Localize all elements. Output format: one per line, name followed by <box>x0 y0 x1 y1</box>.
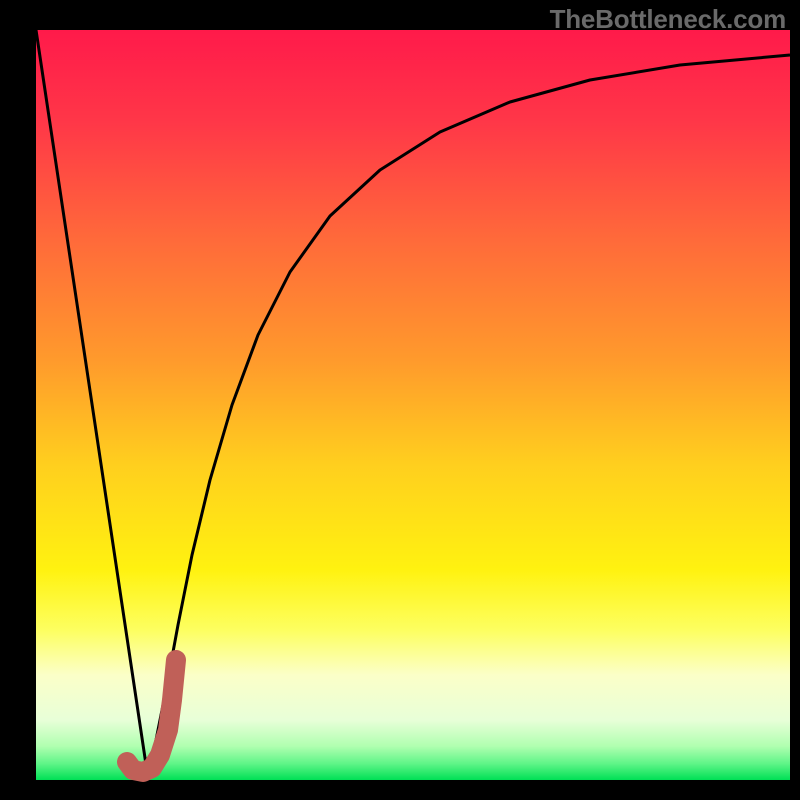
watermark-label: TheBottleneck.com <box>550 4 786 35</box>
chart-container: TheBottleneck.com <box>0 0 800 800</box>
bottleneck-chart <box>0 0 800 800</box>
gradient-background <box>36 30 790 780</box>
